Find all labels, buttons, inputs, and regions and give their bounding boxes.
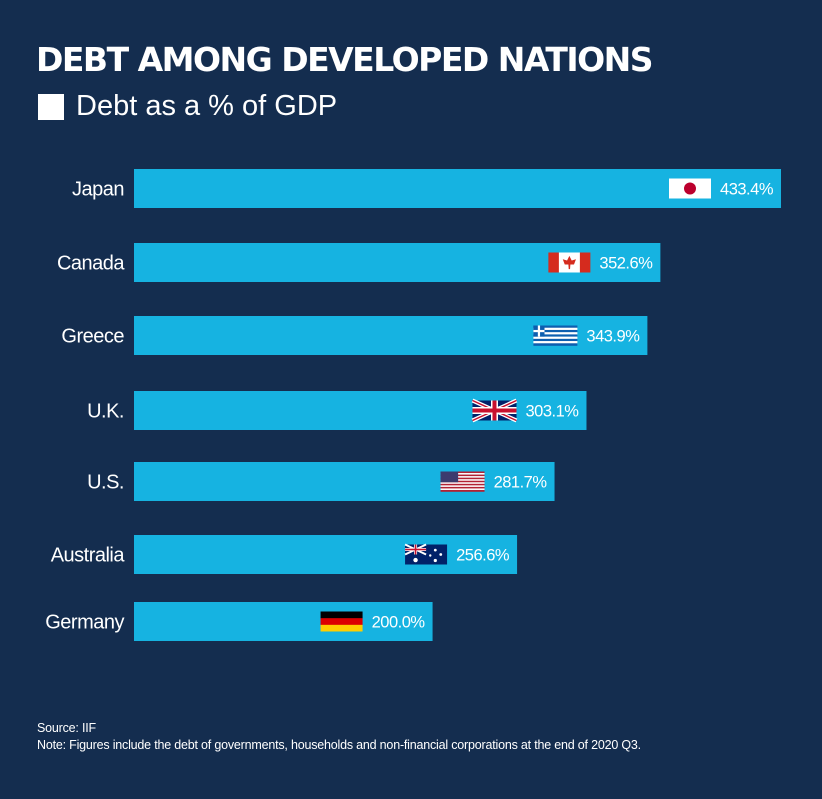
chart-title: DEBT AMONG DEVELOPED NATIONS	[36, 40, 654, 79]
bar	[134, 535, 518, 574]
bar	[134, 462, 555, 501]
legend: Debt as a % of GDP	[38, 90, 337, 123]
source-note: Source: IIF	[37, 721, 96, 735]
value-label: 256.6%	[456, 547, 510, 565]
germany-flag-icon	[320, 611, 363, 632]
bar	[134, 602, 433, 641]
value-label: 352.6%	[599, 255, 653, 273]
category-label: U.S.	[87, 472, 124, 494]
value-label: 281.7%	[494, 474, 548, 492]
us-flag-icon	[440, 471, 485, 492]
category-label: Greece	[61, 326, 124, 348]
category-label: Germany	[45, 612, 124, 634]
category-label: Japan	[72, 179, 124, 201]
australia-flag-icon	[404, 543, 448, 565]
value-label: 200.0%	[372, 614, 426, 632]
japan-flag-icon	[669, 178, 711, 199]
footnote: Note: Figures include the debt of govern…	[37, 738, 641, 752]
greece-flag-icon	[533, 325, 578, 346]
footer: Source: IIF Note: Figures include the de…	[37, 720, 641, 754]
canada-flag-icon	[548, 252, 591, 273]
category-label: Australia	[51, 545, 126, 567]
category-label: Canada	[57, 253, 125, 275]
legend-swatch	[38, 93, 64, 120]
value-label: 433.4%	[720, 181, 774, 199]
value-label: 343.9%	[586, 328, 640, 346]
value-label: 303.1%	[526, 403, 580, 421]
category-label: U.K.	[87, 401, 124, 423]
bar	[134, 391, 587, 430]
uk-flag-icon	[471, 398, 518, 423]
legend-label: Debt as a % of GDP	[76, 90, 338, 122]
